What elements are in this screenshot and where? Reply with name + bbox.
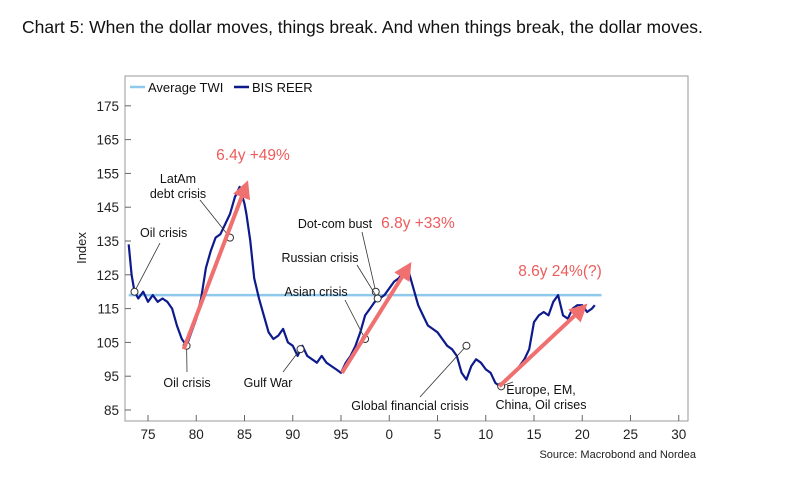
annotation-label: Asian crisis bbox=[284, 285, 347, 299]
annotation-leader bbox=[361, 231, 377, 292]
annotation-marker bbox=[296, 345, 305, 354]
growth-arrow bbox=[497, 303, 588, 388]
y-tick-label: 165 bbox=[96, 133, 119, 148]
x-tick-label: 85 bbox=[237, 427, 252, 442]
page-title: Chart 5: When the dollar moves, things b… bbox=[22, 17, 703, 37]
growth-arrow-label: 6.8y +33% bbox=[381, 215, 455, 232]
x-tick-label: 20 bbox=[575, 427, 590, 442]
y-tick-label: 105 bbox=[96, 335, 119, 350]
annotation-label: Europe, EM, China, Oil crises bbox=[496, 383, 587, 412]
x-tick-label: 10 bbox=[478, 427, 493, 442]
y-tick-label: 95 bbox=[104, 369, 119, 384]
x-tick-label: 90 bbox=[285, 427, 300, 442]
y-tick-label: 145 bbox=[96, 200, 119, 215]
annotation-leader bbox=[356, 264, 379, 299]
annotation-marker bbox=[373, 294, 382, 303]
y-tick-label: 175 bbox=[96, 99, 119, 114]
annotation-label: Oil crisis bbox=[140, 226, 187, 240]
y-tick-label: 155 bbox=[96, 166, 119, 181]
annotation-marker bbox=[462, 341, 471, 350]
annotation-leader bbox=[134, 242, 161, 292]
y-tick-label: 115 bbox=[97, 302, 119, 317]
arrows-layer: 6.4y +49% 6.8y +33% 8.6y 24%(?) bbox=[181, 147, 602, 388]
y-tick-label: 135 bbox=[96, 234, 119, 249]
growth-arrow bbox=[181, 180, 251, 350]
annotation-label: Global financial crisis bbox=[351, 399, 468, 413]
legend-label-bis-reer: BIS REER bbox=[252, 80, 313, 95]
x-tick-label: 75 bbox=[140, 427, 155, 442]
x-tick-label: 80 bbox=[189, 427, 204, 442]
annotation-leader bbox=[282, 348, 301, 373]
x-tick-label: 0 bbox=[385, 427, 393, 442]
annotation-label-line: China, Oil crises bbox=[496, 398, 587, 412]
x-tick-label: 95 bbox=[333, 427, 348, 442]
annotation-marker bbox=[130, 287, 139, 296]
growth-arrow-label: 6.4y +49% bbox=[216, 147, 290, 164]
plot-frame bbox=[124, 75, 689, 422]
y-axis-title: Index bbox=[74, 232, 89, 264]
growth-arrow bbox=[340, 261, 412, 374]
y-tick-label: 125 bbox=[96, 268, 119, 283]
source-note: Source: Macrobond and Nordea bbox=[539, 449, 696, 461]
annotation-label: LatAm debt crisis bbox=[150, 172, 206, 201]
x-tick-label: 25 bbox=[623, 427, 638, 442]
x-tick-label: 30 bbox=[671, 427, 686, 442]
x-tick-label: 5 bbox=[434, 427, 442, 442]
annotation-label-line: LatAm bbox=[160, 172, 196, 186]
y-tick-label: 85 bbox=[104, 403, 119, 418]
annotation-label-line: Europe, EM, bbox=[506, 383, 575, 397]
annotation-leader bbox=[344, 299, 366, 340]
x-tick-label: 15 bbox=[526, 427, 541, 442]
legend: Average TWI BIS REER bbox=[130, 80, 313, 95]
annotation-label: Gulf War bbox=[244, 376, 293, 390]
annotation-label: Oil crisis bbox=[163, 376, 210, 390]
axis-ticks: 85 95 105 115 125 135 145 155 165 175 75 80 85 90 95 0 5… bbox=[96, 99, 686, 442]
annotation-label-line: debt crisis bbox=[150, 187, 206, 201]
annotation-leader bbox=[419, 345, 467, 398]
annotations-layer: Oil crisis LatAm debt crisis Oil crisis Gulf… bbox=[130, 172, 587, 413]
growth-arrow-label: 8.6y 24%(?) bbox=[518, 263, 602, 280]
annotation-label: Dot-com bust bbox=[298, 217, 373, 231]
legend-label-average-twi: Average TWI bbox=[148, 80, 223, 95]
annotation-label: Russian crisis bbox=[281, 251, 358, 265]
annotation-leader bbox=[199, 199, 231, 238]
